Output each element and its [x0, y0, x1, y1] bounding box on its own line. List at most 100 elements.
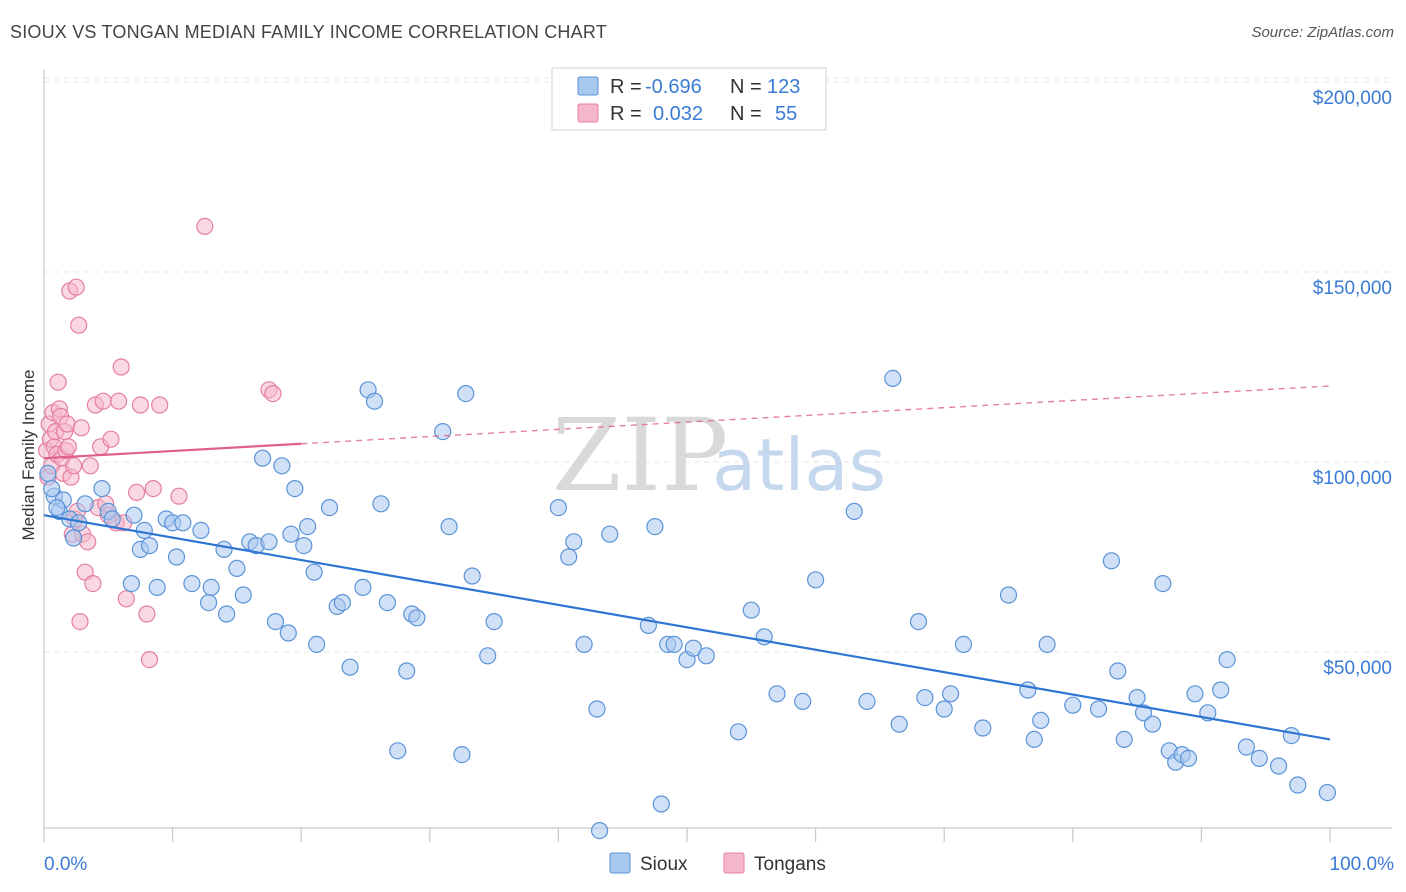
- sioux-point: [768, 685, 786, 703]
- tongans-point: [264, 385, 282, 403]
- y-tick-label: $150,000: [1313, 278, 1392, 299]
- tongans-point: [128, 483, 146, 501]
- tongans-point: [94, 392, 112, 410]
- sioux-point: [183, 574, 201, 593]
- sioux-point: [575, 635, 593, 654]
- sioux-point: [1134, 704, 1153, 722]
- sioux-point: [122, 574, 140, 593]
- sioux-point: [365, 392, 384, 410]
- sioux-point: [1237, 738, 1256, 756]
- chart-title: SIOUX VS TONGAN MEDIAN FAMILY INCOME COR…: [10, 22, 607, 42]
- tongans-point: [144, 480, 162, 498]
- tongans-point: [67, 278, 85, 296]
- sioux-point: [729, 723, 748, 741]
- legend-n-label-sioux: N =: [730, 76, 762, 98]
- sioux-point: [1179, 749, 1198, 768]
- sioux-point: [93, 480, 111, 498]
- legend-n-value-sioux: 123: [767, 76, 800, 98]
- correlation-legend: R = -0.696 N = 123 R = 0.032 N = 55: [551, 67, 827, 131]
- tongans-point: [81, 457, 99, 475]
- sioux-point: [43, 480, 61, 498]
- sioux-point: [1318, 783, 1337, 802]
- tongans-point: [117, 590, 135, 608]
- bottom-legend-swatch-sioux: [609, 852, 631, 874]
- x-tick-label-min: 0.0%: [44, 854, 87, 875]
- sioux-point: [1143, 715, 1162, 733]
- sioux-point: [794, 692, 812, 711]
- y-tick-labels: $50,000 $100,000 $150,000 $200,000: [1313, 88, 1392, 679]
- tongans-point: [102, 430, 120, 448]
- sioux-point: [174, 514, 192, 532]
- bottom-legend-label-sioux: Sioux: [640, 854, 688, 875]
- y-axis-title: Median Family Income: [19, 369, 38, 540]
- sioux-point: [588, 700, 606, 718]
- tongans-trend-projection: [301, 385, 1331, 445]
- sioux-point: [479, 647, 497, 665]
- legend-r-label-tongans: R =: [610, 103, 642, 125]
- sioux-point: [941, 685, 960, 703]
- sioux-point: [440, 517, 458, 536]
- sioux-point: [601, 525, 619, 543]
- sioux-point: [884, 369, 902, 387]
- sioux-point: [64, 529, 83, 547]
- sioux-point: [1250, 749, 1268, 768]
- tongans-point: [131, 396, 149, 414]
- sioux-point: [200, 593, 218, 612]
- sioux-point: [76, 495, 94, 513]
- tongans-point: [49, 373, 67, 391]
- sioux-point: [1019, 681, 1037, 699]
- sioux-point: [333, 593, 351, 612]
- sioux-point: [308, 635, 326, 654]
- sioux-point: [234, 586, 252, 604]
- sioux-point: [305, 563, 323, 581]
- tongans-point: [79, 533, 97, 551]
- sioux-point: [320, 499, 339, 517]
- sioux-point: [845, 502, 863, 520]
- sioux-point: [646, 517, 664, 536]
- sioux-point: [215, 540, 233, 559]
- tongans-trend-line: [43, 442, 302, 460]
- sioux-point: [549, 499, 568, 517]
- sioux-point: [806, 571, 825, 589]
- sioux-point: [1115, 730, 1133, 749]
- sioux-point: [1032, 711, 1050, 730]
- tongans-point: [72, 419, 90, 437]
- sioux-point: [935, 700, 953, 718]
- tongans-point: [71, 612, 89, 631]
- y-tick-label: $100,000: [1313, 468, 1392, 489]
- tongans-point: [170, 487, 188, 505]
- y-tick-label: $200,000: [1313, 88, 1392, 109]
- sioux-point: [218, 605, 236, 623]
- sioux-point: [909, 612, 928, 631]
- x-tick-label-max: 100.0%: [1330, 854, 1395, 875]
- sioux-point: [858, 692, 876, 711]
- sioux-point: [1064, 696, 1082, 714]
- sioux-point: [463, 567, 481, 585]
- sioux-point: [1025, 730, 1043, 749]
- sioux-point: [192, 521, 210, 540]
- sioux-point: [485, 612, 503, 631]
- sioux-point: [408, 609, 426, 627]
- sioux-point: [372, 495, 390, 513]
- sioux-point: [560, 548, 578, 566]
- trend-lines: [43, 385, 1331, 741]
- legend-r-value-sioux: -0.696: [645, 76, 702, 98]
- sioux-point: [389, 742, 407, 760]
- gridlines: [44, 77, 1392, 653]
- bottom-legend-label-tongans: Tongans: [754, 854, 826, 875]
- sioux-point: [434, 423, 452, 441]
- sioux-point: [457, 385, 475, 403]
- series-legend: Sioux Tongans: [609, 852, 826, 875]
- sioux-point: [565, 533, 583, 551]
- sioux-point: [167, 548, 186, 566]
- tongans-point: [196, 217, 214, 235]
- sioux-point: [299, 517, 317, 536]
- legend-n-label-tongans: N =: [730, 103, 762, 125]
- sioux-point: [273, 457, 291, 475]
- sioux-point: [1128, 688, 1146, 707]
- sioux-point: [1154, 574, 1172, 593]
- sioux-point: [1269, 757, 1288, 775]
- legend-r-label-sioux: R =: [610, 76, 642, 98]
- sioux-point: [697, 647, 715, 665]
- sioux-point: [260, 533, 278, 551]
